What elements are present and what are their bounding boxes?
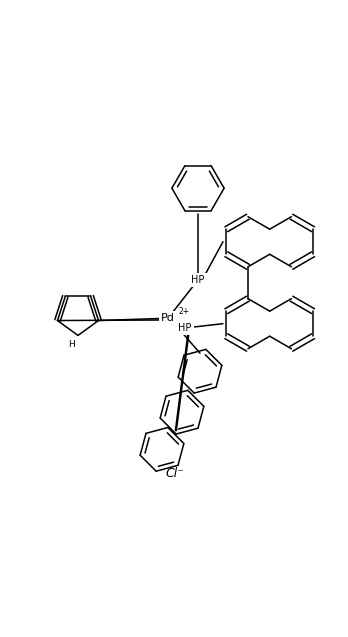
Text: 2+: 2+ bbox=[178, 308, 189, 317]
Text: H: H bbox=[68, 340, 74, 348]
Text: HP: HP bbox=[178, 322, 192, 333]
Text: Cl⁻: Cl⁻ bbox=[166, 467, 184, 480]
Text: Pd: Pd bbox=[161, 313, 175, 323]
Text: HP: HP bbox=[191, 275, 205, 285]
